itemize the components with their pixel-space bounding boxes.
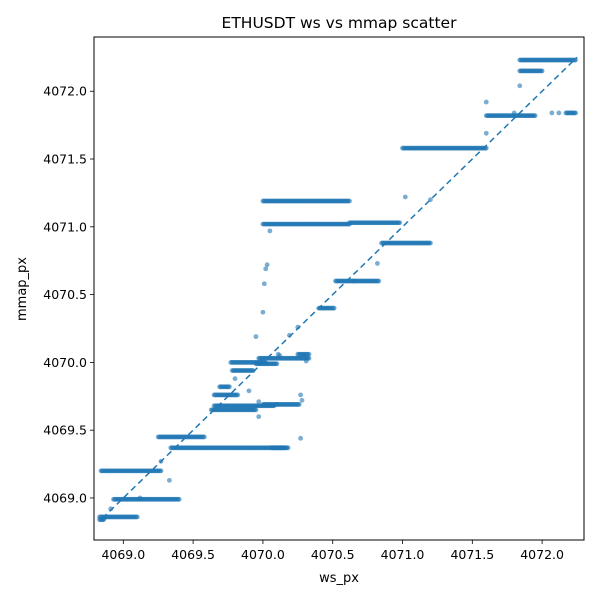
x-tick-label: 4071.0 <box>381 547 425 562</box>
scatter-point <box>428 240 433 246</box>
scatter-point <box>296 402 302 407</box>
scatter-point <box>134 514 140 520</box>
scatter-point <box>347 198 352 204</box>
scatter-point <box>573 57 579 63</box>
y-tick-label: 4070.0 <box>43 355 87 370</box>
scatter-point <box>264 262 270 268</box>
scatter-point <box>282 445 288 451</box>
scatter-point <box>256 414 262 420</box>
scatter-point <box>246 388 252 394</box>
scatter-point <box>303 358 309 364</box>
scatter-point <box>298 435 304 441</box>
scatter-point <box>402 194 408 200</box>
scatter-point <box>274 402 280 407</box>
scatter-point <box>274 361 280 367</box>
scatter-point <box>201 434 207 440</box>
y-axis-ticks: 4069.0 4069.5 4070.0 4070.5 4071.0 4071.5 4072… <box>43 84 94 505</box>
points-layer <box>97 57 579 523</box>
plot-frame <box>93 36 585 541</box>
scatter-point <box>397 220 403 226</box>
y-tick-label: 4070.5 <box>43 287 87 302</box>
scatter-point <box>261 281 267 287</box>
scatter-point <box>549 110 555 116</box>
scatter-point <box>256 399 262 405</box>
x-tick-label: 4069.0 <box>101 547 145 562</box>
x-tick-label: 4071.5 <box>450 547 494 562</box>
y-tick-label: 4072.0 <box>43 84 87 99</box>
reference-diagonal-line <box>101 56 578 519</box>
scatter-point <box>298 392 304 398</box>
scatter-point <box>306 351 312 357</box>
scatter-point <box>556 110 562 116</box>
scatter-point <box>483 99 489 105</box>
scatter-point <box>158 468 164 474</box>
x-axis-label: ws_px <box>319 571 359 586</box>
chart-title: ETHUSDT ws vs mmap scatter <box>222 14 458 32</box>
scatter-point <box>253 407 259 413</box>
scatter-point <box>351 278 357 284</box>
y-tick-label: 4071.0 <box>43 219 87 234</box>
y-axis-label: mmap_px <box>15 257 30 321</box>
y-tick-label: 4071.5 <box>43 152 87 167</box>
y-tick-label: 4069.5 <box>43 423 87 438</box>
scatter-point <box>277 353 283 359</box>
y-tick-label: 4069.0 <box>43 490 87 505</box>
scatter-point <box>483 130 489 136</box>
scatter-point <box>253 334 259 340</box>
x-tick-label: 4069.5 <box>171 547 215 562</box>
scatter-point <box>263 266 269 272</box>
scatter-point <box>539 68 545 74</box>
scatter-point <box>176 496 182 502</box>
scatter-point <box>260 309 266 315</box>
scatter-point <box>299 397 305 403</box>
scatter-point <box>137 495 143 501</box>
scatter-point <box>374 261 380 266</box>
x-tick-label: 4070.0 <box>241 547 285 562</box>
x-tick-label: 4070.5 <box>311 547 355 562</box>
scatter-point <box>532 113 538 119</box>
scatter-point <box>511 110 517 116</box>
scatter-point <box>267 228 273 234</box>
scatter-point <box>232 376 238 382</box>
scatter-point <box>166 477 172 483</box>
x-axis-ticks: 4069.0 4069.5 4070.0 4070.5 4071.0 4071.5 4072… <box>101 540 564 562</box>
x-tick-label: 4072.0 <box>520 547 564 562</box>
scatter-point <box>376 278 382 284</box>
scatter-point <box>227 384 232 390</box>
scatter-point <box>517 83 523 89</box>
scatter-point <box>235 392 241 398</box>
scatter-point <box>573 110 579 116</box>
scatter-point <box>331 305 337 311</box>
